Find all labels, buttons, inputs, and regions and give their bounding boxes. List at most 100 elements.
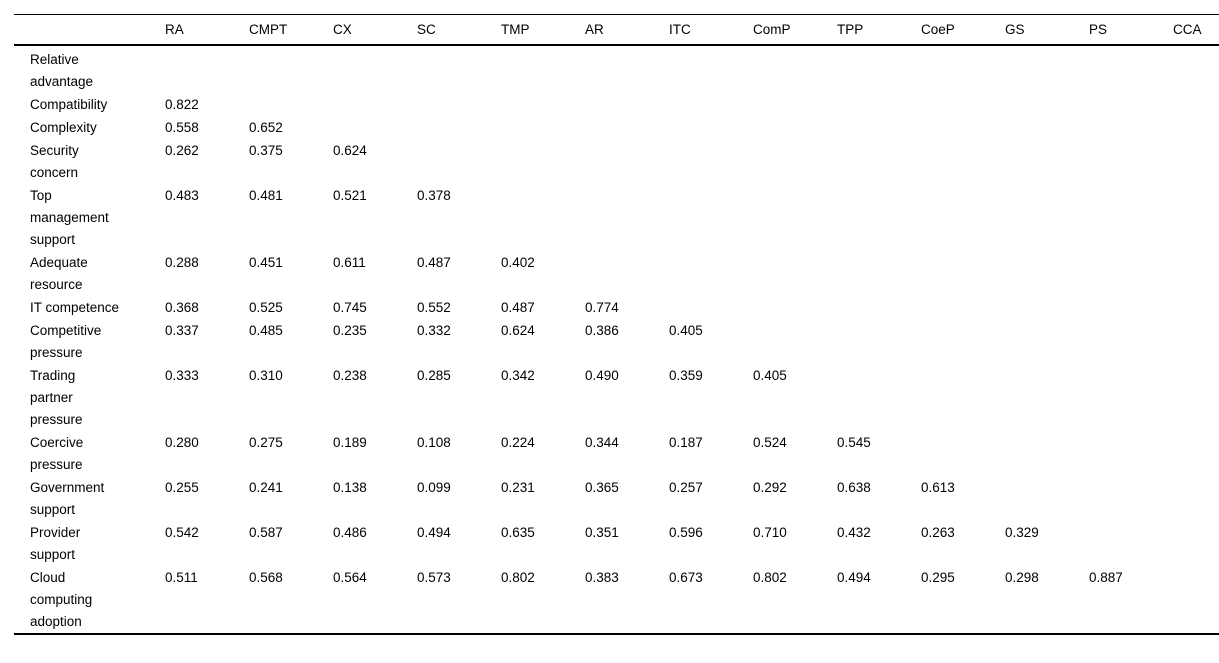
correlation-value-cell: 0.241: [249, 480, 283, 495]
correlation-value-cell: [753, 116, 837, 139]
correlation-value-cell: [501, 184, 585, 251]
correlation-value-cell: 0.238: [333, 368, 367, 383]
row-label-cell: Compatibility: [14, 93, 165, 116]
row-label-cell: Top management support: [14, 184, 165, 251]
correlation-value-cell: 0.486: [333, 525, 367, 540]
correlation-value-cell: 0.386: [585, 323, 619, 338]
correlation-value-cell: [333, 45, 417, 93]
correlation-value-cell: [1089, 93, 1173, 116]
correlation-value-cell: 0.295: [921, 570, 955, 585]
correlation-value-cell: [921, 93, 1005, 116]
correlation-value-cell: 0.587: [249, 525, 283, 540]
correlation-value-cell: [753, 139, 837, 184]
table-row: Government support 0.255 0.241 0.138 0.099 0.…: [14, 476, 1219, 521]
correlation-value-cell: 0.487: [501, 300, 535, 315]
correlation-value-cell: 0.368: [165, 300, 199, 315]
correlation-value-cell: [1173, 566, 1219, 634]
row-label-text: Compatibility: [30, 97, 108, 112]
correlation-value-cell: [1005, 319, 1089, 364]
correlation-value-cell: [1089, 184, 1173, 251]
correlation-value-cell: 0.405: [669, 323, 703, 338]
correlation-value-cell: [1173, 184, 1219, 251]
column-header: ITC: [669, 14, 753, 46]
column-header: RA: [165, 14, 249, 46]
table-row: Adequate resource 0.288 0.451 0.611 0.487 0.4…: [14, 251, 1219, 296]
correlation-value-cell: 0.745: [333, 300, 367, 315]
correlation-value-cell: [1173, 521, 1219, 566]
table-row: Top management support 0.483 0.481 0.521 0.3…: [14, 184, 1219, 251]
correlation-value-cell: [921, 319, 1005, 364]
correlation-value-cell: 0.481: [249, 188, 283, 203]
table-row: Compatibility 0.822: [14, 93, 1219, 116]
correlation-value-cell: [1005, 296, 1089, 319]
correlation-value-cell: 0.568: [249, 570, 283, 585]
correlation-value-cell: [249, 93, 333, 116]
correlation-value-cell: [1005, 184, 1089, 251]
correlation-value-cell: [585, 45, 669, 93]
correlation-value-cell: 0.525: [249, 300, 283, 315]
correlation-value-cell: [1005, 116, 1089, 139]
correlation-value-cell: [1173, 431, 1219, 476]
correlation-value-cell: [333, 93, 417, 116]
correlation-value-cell: [1173, 476, 1219, 521]
correlation-value-cell: [1089, 319, 1173, 364]
table-row: IT competence 0.368 0.525 0.745 0.552 0.487 0.…: [14, 296, 1219, 319]
correlation-value-cell: [837, 116, 921, 139]
correlation-value-cell: [1173, 116, 1219, 139]
correlation-value-cell: 0.524: [753, 435, 787, 450]
correlation-value-cell: 0.494: [837, 570, 871, 585]
correlation-value-cell: 0.108: [417, 435, 451, 450]
correlation-value-cell: [669, 116, 753, 139]
correlation-value-cell: [921, 184, 1005, 251]
correlation-value-cell: 0.235: [333, 323, 367, 338]
correlation-value-cell: 0.187: [669, 435, 703, 450]
correlation-value-cell: [417, 93, 501, 116]
column-header: GS: [1005, 14, 1089, 46]
table-body: Relative advantage Compatibility 0.822 Comp…: [14, 45, 1219, 634]
correlation-value-cell: [669, 184, 753, 251]
correlation-value-cell: 0.288: [165, 255, 199, 270]
correlation-value-cell: [1005, 45, 1089, 93]
column-header: TPP: [837, 14, 921, 46]
correlation-value-cell: 0.255: [165, 480, 199, 495]
correlation-value-cell: [1005, 251, 1089, 296]
correlation-value-cell: [165, 45, 249, 93]
correlation-value-cell: 0.332: [417, 323, 451, 338]
correlation-value-cell: [837, 93, 921, 116]
correlation-value-cell: [1173, 139, 1219, 184]
correlation-value-cell: 0.432: [837, 525, 871, 540]
row-label-text: Security concern: [30, 143, 79, 180]
correlation-value-cell: 0.310: [249, 368, 283, 383]
correlation-value-cell: [921, 431, 1005, 476]
correlation-value-cell: 0.573: [417, 570, 451, 585]
table-row: Cloud computing adoption 0.511 0.568 0.564 0…: [14, 566, 1219, 634]
correlation-value-cell: [501, 45, 585, 93]
correlation-value-cell: [501, 139, 585, 184]
correlation-value-cell: 0.298: [1005, 570, 1039, 585]
correlation-value-cell: [669, 251, 753, 296]
table-row: Complexity 0.558 0.652: [14, 116, 1219, 139]
correlation-value-cell: [837, 251, 921, 296]
correlation-value-cell: [837, 184, 921, 251]
correlation-value-cell: [1089, 139, 1173, 184]
correlation-value-cell: [1089, 296, 1173, 319]
correlation-value-cell: 0.351: [585, 525, 619, 540]
correlation-value-cell: [1173, 364, 1219, 431]
correlation-value-cell: 0.138: [333, 480, 367, 495]
row-label-column-header: [14, 14, 165, 46]
correlation-value-cell: 0.224: [501, 435, 535, 450]
correlation-value-cell: [753, 296, 837, 319]
correlation-value-cell: 0.344: [585, 435, 619, 450]
correlation-value-cell: [837, 364, 921, 431]
correlation-value-cell: 0.378: [417, 188, 451, 203]
correlation-value-cell: [669, 45, 753, 93]
row-label-text: Government support: [30, 480, 105, 517]
correlation-value-cell: [249, 45, 333, 93]
row-label-text: Cloud computing adoption: [30, 570, 93, 629]
correlation-value-cell: [1005, 364, 1089, 431]
correlation-value-cell: [1089, 476, 1173, 521]
correlation-value-cell: 0.402: [501, 255, 535, 270]
correlation-value-cell: 0.564: [333, 570, 367, 585]
correlation-value-cell: 0.558: [165, 120, 199, 135]
column-header: CMPT: [249, 14, 333, 46]
